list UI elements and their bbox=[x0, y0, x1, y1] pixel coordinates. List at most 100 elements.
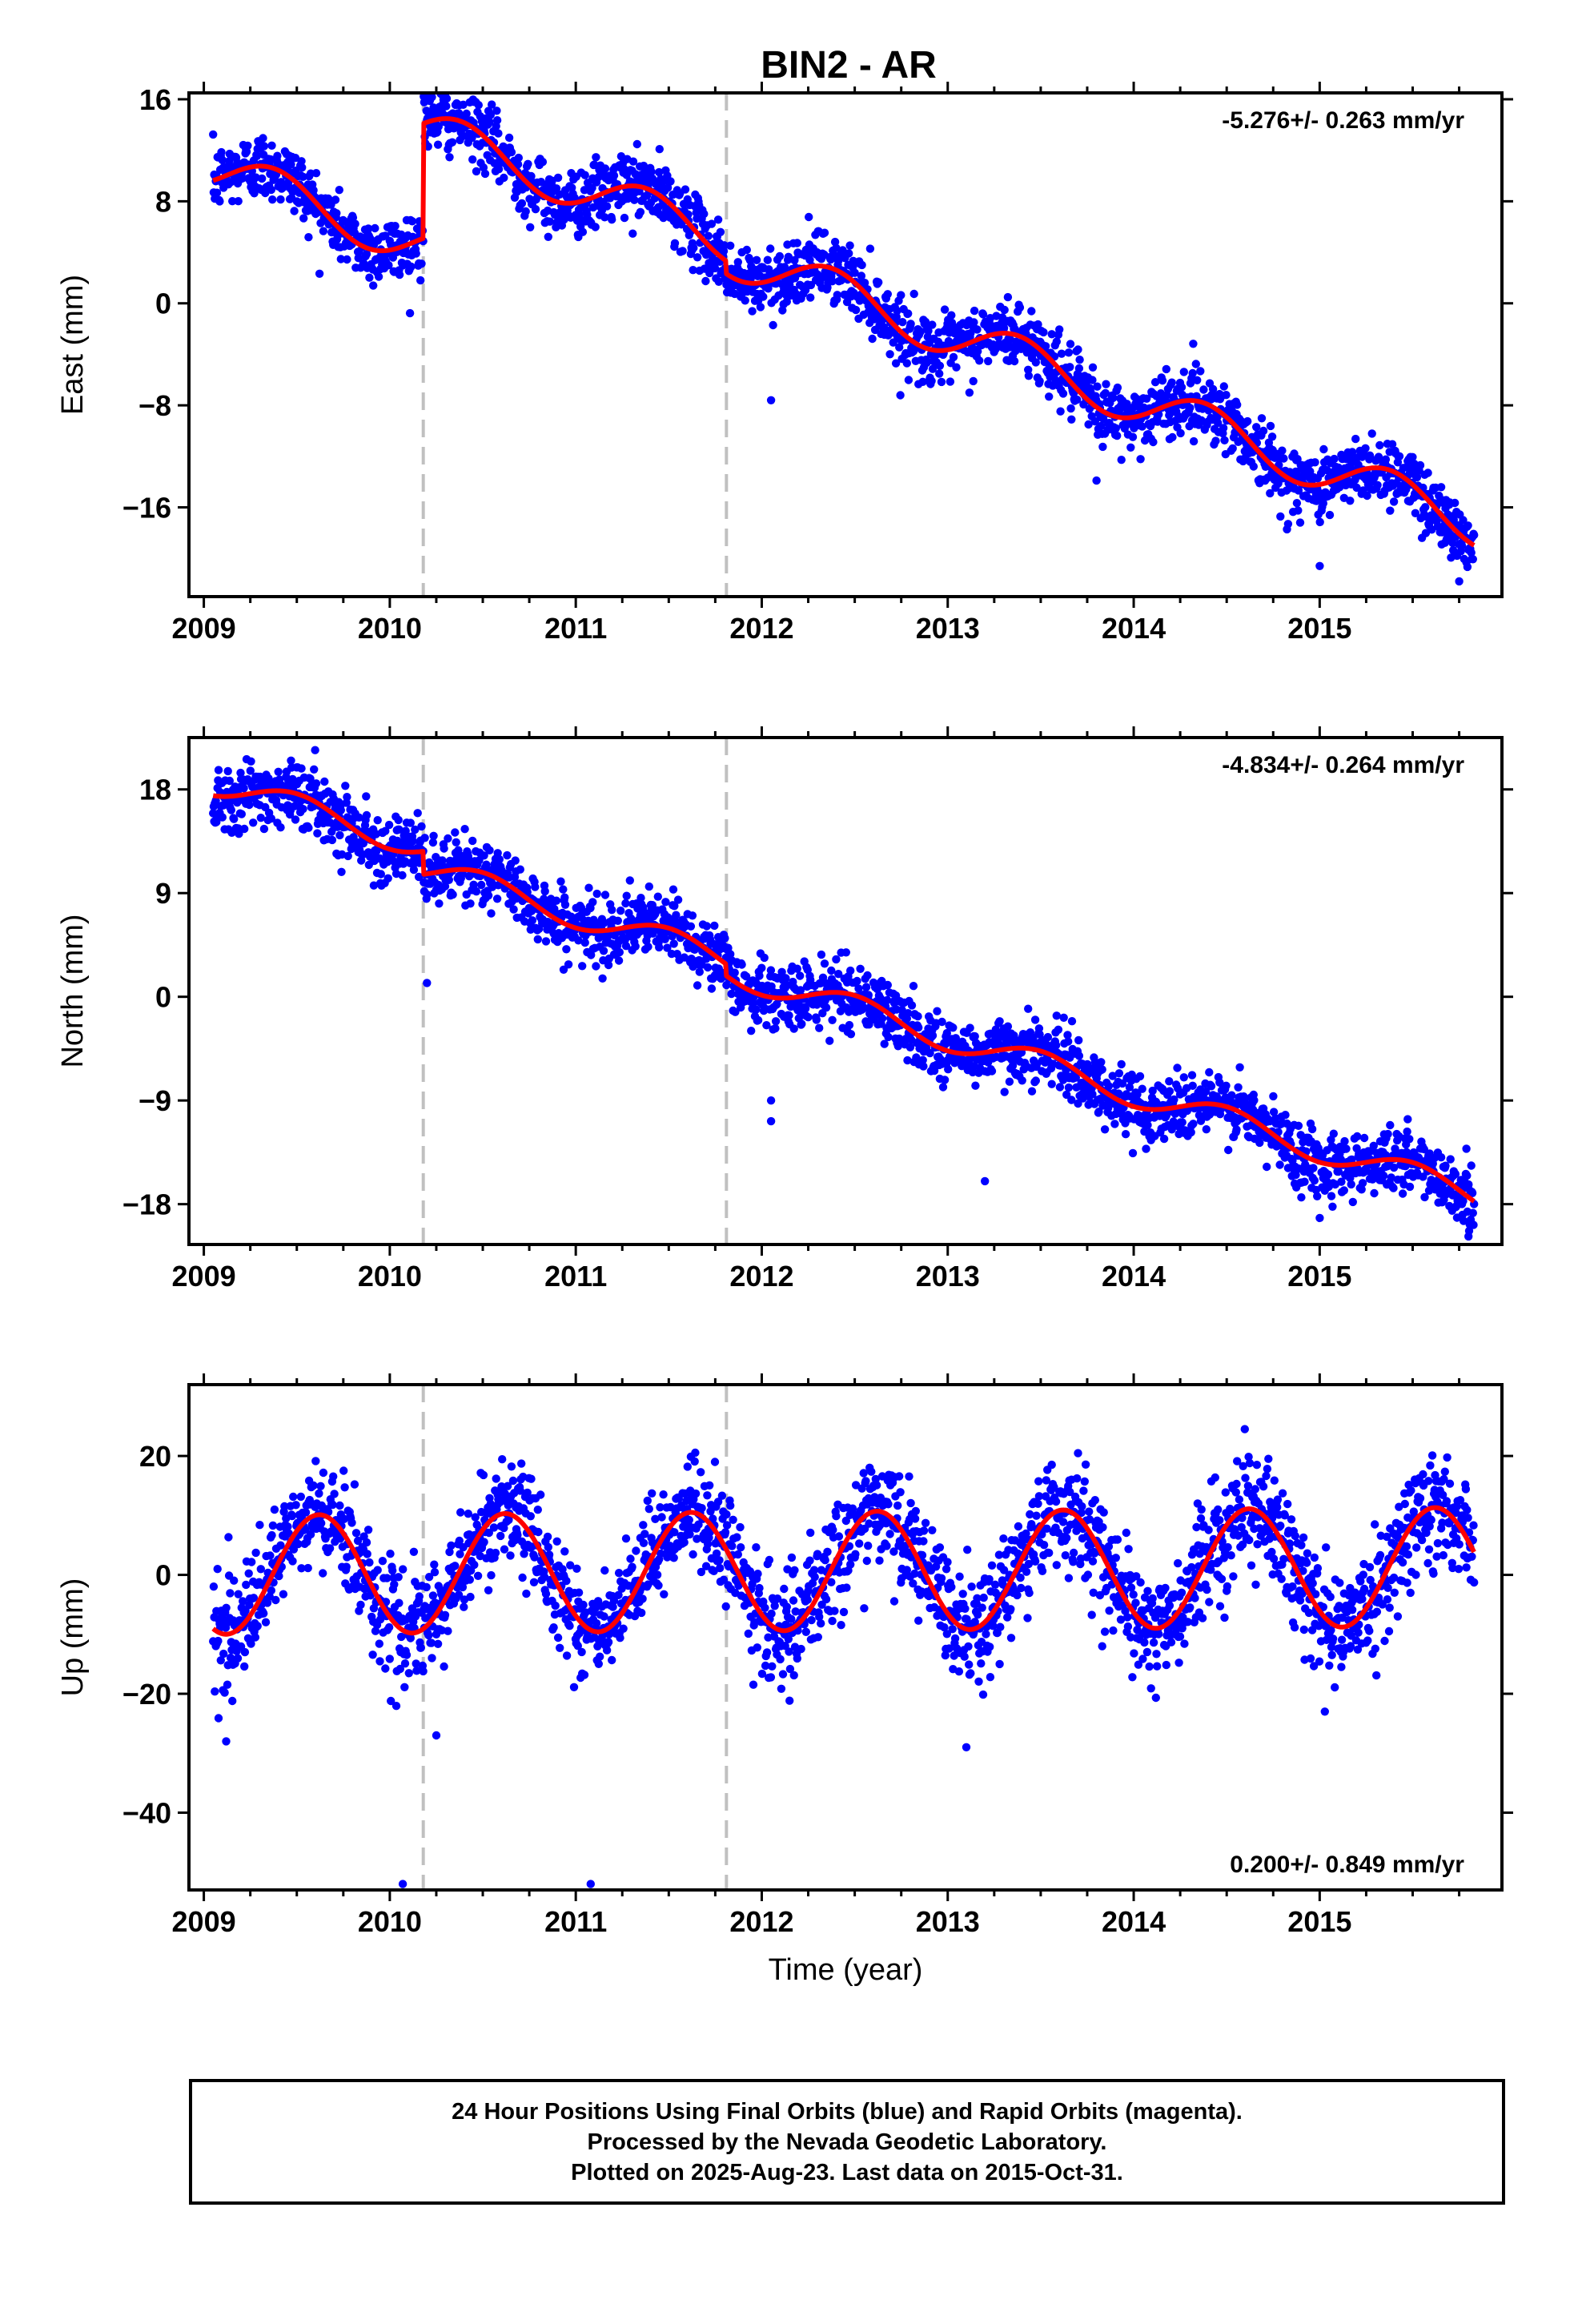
up-data-point bbox=[296, 1492, 305, 1502]
east-data-point bbox=[828, 277, 837, 286]
east-data-point bbox=[655, 167, 664, 177]
east-data-point bbox=[1101, 388, 1110, 398]
north-data-point bbox=[796, 986, 805, 995]
east-data-point bbox=[412, 249, 420, 258]
east-data-point bbox=[488, 100, 496, 109]
north-data-point bbox=[1064, 1083, 1074, 1092]
east-data-point bbox=[553, 173, 563, 183]
east-data-point bbox=[602, 202, 612, 211]
north-data-point bbox=[688, 911, 697, 920]
north-data-point bbox=[1234, 1083, 1243, 1092]
north-y-axis-label: North (mm) bbox=[56, 914, 90, 1068]
north-data-point bbox=[1224, 1145, 1233, 1155]
north-data-point bbox=[598, 974, 607, 983]
north-data-point bbox=[1463, 1171, 1472, 1180]
east-data-point bbox=[1257, 414, 1267, 423]
east-data-point bbox=[1411, 509, 1420, 517]
north-data-point bbox=[1310, 1176, 1319, 1185]
east-data-point bbox=[707, 219, 717, 228]
north-data-point bbox=[1098, 1065, 1106, 1074]
east-data-point bbox=[1199, 385, 1208, 394]
north-data-point bbox=[1329, 1129, 1339, 1138]
north-data-point bbox=[362, 792, 371, 801]
north-data-point bbox=[485, 846, 494, 855]
north-data-point bbox=[559, 885, 568, 894]
north-outlier-point bbox=[423, 979, 432, 987]
east-data-point bbox=[1351, 434, 1360, 444]
north-data-point bbox=[287, 756, 295, 765]
up-data-point bbox=[222, 1603, 231, 1613]
east-data-point bbox=[632, 139, 641, 149]
east-data-point bbox=[218, 155, 227, 165]
north-data-point bbox=[291, 815, 300, 824]
east-data-point bbox=[343, 255, 351, 264]
east-data-point bbox=[896, 391, 905, 400]
north-data-point bbox=[726, 950, 735, 959]
north-data-point bbox=[841, 948, 851, 957]
north-data-point bbox=[1468, 1208, 1478, 1217]
up-data-point bbox=[228, 1696, 237, 1706]
east-data-point bbox=[609, 171, 619, 180]
north-data-point bbox=[752, 1005, 761, 1014]
north-data-point bbox=[1307, 1124, 1317, 1134]
east-data-point bbox=[1149, 437, 1158, 447]
north-data-point bbox=[444, 834, 452, 843]
east-data-point bbox=[784, 252, 793, 261]
north-data-point bbox=[853, 976, 861, 986]
north-data-point bbox=[1178, 1118, 1186, 1127]
east-data-point bbox=[845, 241, 854, 250]
east-data-point bbox=[949, 352, 958, 362]
north-data-point bbox=[1347, 1180, 1355, 1189]
east-data-point bbox=[1189, 436, 1199, 446]
north-data-point bbox=[1309, 1164, 1318, 1172]
up-data-point bbox=[240, 1662, 249, 1671]
east-data-point bbox=[1075, 356, 1084, 364]
north-data-point bbox=[820, 959, 829, 968]
east-data-point bbox=[1408, 452, 1417, 461]
north-data-point bbox=[1359, 1133, 1369, 1143]
north-x-tick-label: 2013 bbox=[916, 1260, 980, 1293]
north-data-point bbox=[1074, 1035, 1083, 1045]
north-data-point bbox=[428, 838, 438, 847]
north-data-point bbox=[249, 818, 258, 827]
north-data-point bbox=[560, 893, 569, 902]
east-data-point bbox=[678, 247, 687, 255]
up-data-point bbox=[242, 1580, 251, 1590]
up-data-point bbox=[289, 1492, 298, 1502]
north-data-point bbox=[909, 982, 918, 991]
east-data-point bbox=[319, 227, 328, 235]
north-data-point bbox=[669, 939, 678, 948]
east-data-point bbox=[1117, 456, 1126, 464]
east-data-point bbox=[1220, 436, 1229, 444]
east-data-point bbox=[893, 307, 901, 316]
north-data-point bbox=[673, 895, 683, 904]
north-outlier-point bbox=[766, 1096, 776, 1105]
east-data-point bbox=[805, 212, 813, 222]
east-data-point bbox=[924, 327, 933, 336]
east-data-point bbox=[1034, 320, 1042, 329]
east-data-point bbox=[1196, 367, 1205, 376]
north-data-point bbox=[856, 964, 865, 974]
east-data-point bbox=[433, 140, 443, 149]
north-data-point bbox=[1294, 1121, 1303, 1131]
east-data-point bbox=[524, 159, 532, 168]
east-data-point bbox=[1035, 376, 1044, 386]
north-x-tick-label: 2010 bbox=[358, 1260, 422, 1293]
east-data-point bbox=[1347, 448, 1357, 456]
north-panel: 2009 2010 2011 2012 2013 2014 20151890−9−18Nor… bbox=[56, 726, 1513, 1293]
north-x-tick-label: 2009 bbox=[172, 1260, 236, 1293]
east-rate-label: -5.276+/- 0.263 mm/yr bbox=[1222, 107, 1464, 134]
east-data-point bbox=[1186, 404, 1195, 412]
east-data-point bbox=[1315, 517, 1324, 527]
up-data-point bbox=[271, 1595, 280, 1605]
up-data-point bbox=[316, 1482, 325, 1491]
north-data-point bbox=[343, 851, 352, 861]
east-data-point bbox=[935, 361, 945, 370]
east-data-point bbox=[1168, 432, 1177, 442]
north-data-point bbox=[227, 806, 235, 814]
north-data-point bbox=[1339, 1186, 1349, 1195]
north-data-point bbox=[1043, 1032, 1053, 1042]
east-data-point bbox=[468, 155, 477, 164]
north-data-point bbox=[1263, 1162, 1271, 1172]
north-data-point bbox=[214, 766, 223, 774]
